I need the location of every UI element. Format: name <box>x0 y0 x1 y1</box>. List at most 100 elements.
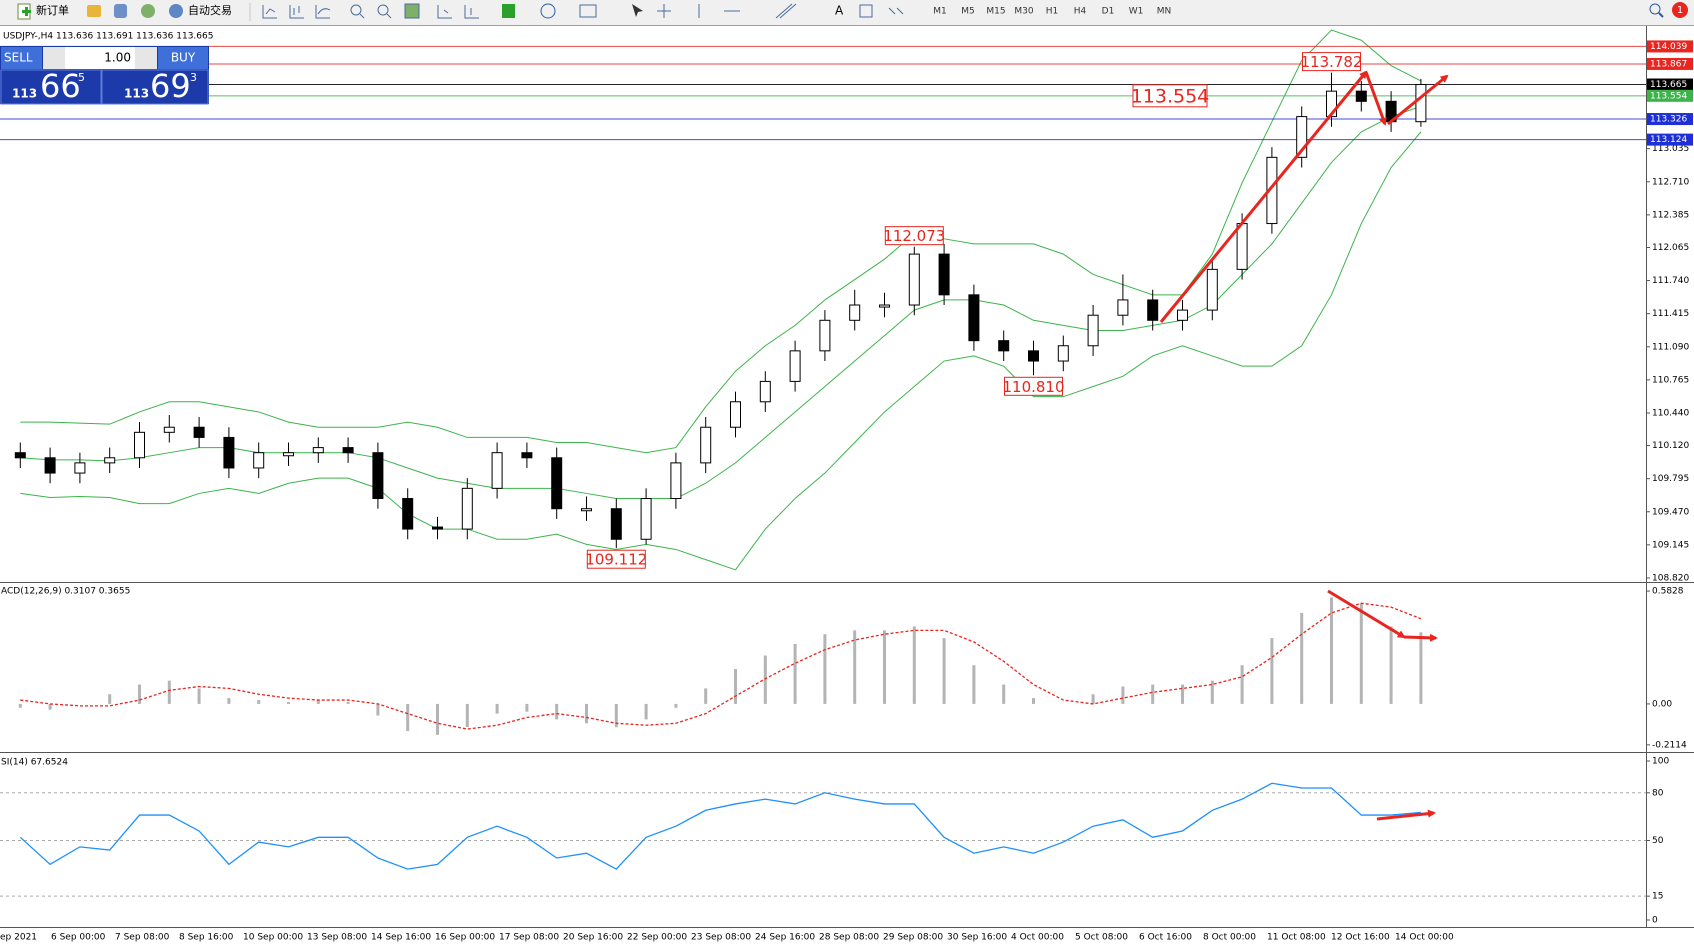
icon[interactable] <box>87 5 101 17</box>
x-tick-label: 12 Oct 16:00 <box>1331 933 1390 943</box>
histogram-bar <box>346 701 350 704</box>
y-tick-label: 0 <box>1652 916 1658 926</box>
histogram-bar <box>48 703 52 710</box>
candle-body <box>1236 223 1248 270</box>
button-label: 自动交易 <box>188 3 232 17</box>
candle-body <box>610 508 622 540</box>
histogram-bar <box>465 703 469 728</box>
histogram-bar <box>1210 680 1214 704</box>
y-tick-label: 109.145 <box>1652 540 1689 550</box>
arrow <box>1159 70 1368 323</box>
sell-label: SELL <box>4 51 33 65</box>
x-tick-label: 29 Sep 08:00 <box>883 933 943 943</box>
price-main: 66 <box>40 67 81 105</box>
y-tick-label: 0.00 <box>1652 699 1672 709</box>
x-tick-label: 8 Oct 00:00 <box>1203 933 1256 943</box>
candle-body <box>938 253 950 296</box>
notification-badge[interactable] <box>1672 2 1688 18</box>
lot-down[interactable] <box>43 47 65 69</box>
lot-value: 1.00 <box>104 51 131 65</box>
histogram-bar <box>912 626 916 704</box>
histogram-bar <box>1240 665 1244 704</box>
y-tick-label: 111.740 <box>1652 276 1689 286</box>
histogram-bar <box>853 630 857 704</box>
signal-line <box>20 602 1422 730</box>
annotation-box <box>1132 84 1208 108</box>
candle-body <box>849 304 861 321</box>
candle-body <box>253 452 265 469</box>
y-tick-label: 112.710 <box>1652 177 1689 187</box>
price-level-tag <box>1647 78 1693 91</box>
icon[interactable] <box>141 4 155 18</box>
annotation-box <box>1302 52 1361 72</box>
timeframe-button[interactable]: H4 <box>1074 7 1087 17</box>
timeframe-button[interactable]: D1 <box>1102 7 1115 17</box>
timeframe-button[interactable]: M1 <box>933 7 947 17</box>
trend-arrows <box>1159 70 1449 821</box>
candle-body <box>372 452 384 500</box>
y-tick-label: 110.440 <box>1652 408 1689 418</box>
x-tick-label: 10 Sep 00:00 <box>243 933 303 943</box>
y-tick-label: 100 <box>1652 757 1669 767</box>
x-tick-label: 6 Oct 16:00 <box>1139 933 1192 943</box>
x-tick-label: 13 Sep 08:00 <box>307 933 367 943</box>
candle-body <box>14 452 26 459</box>
y-tick-label: 111.415 <box>1652 309 1689 319</box>
price-big: 113 <box>12 87 37 101</box>
histogram-bar <box>704 688 708 704</box>
annotation-label: 109.112 <box>585 551 647 569</box>
histogram-bar <box>287 701 290 704</box>
candle-body <box>461 487 473 530</box>
y-tick-label: 109.795 <box>1652 474 1689 484</box>
sell-button[interactable] <box>1 47 42 69</box>
x-tick-label: 6 Sep 00:00 <box>51 933 106 943</box>
timeframe-button[interactable]: W1 <box>1129 7 1144 17</box>
histogram-bar <box>644 703 648 720</box>
price-level-label: 113.867 <box>1650 59 1687 69</box>
timeframe-button[interactable]: MN <box>1157 7 1172 17</box>
sell-price-box[interactable] <box>0 69 102 105</box>
candle-body <box>1147 299 1159 321</box>
histogram-bar <box>883 630 886 704</box>
annotation-label: 110.810 <box>1002 378 1064 396</box>
new-order-button[interactable]: 新订单 <box>17 3 69 20</box>
x-tick-label: 20 Sep 16:00 <box>563 933 623 943</box>
button-label: 新订单 <box>36 3 69 17</box>
x-tick-label: 11 Oct 08:00 <box>1267 933 1326 943</box>
lot-up[interactable] <box>135 47 157 69</box>
buy-button[interactable] <box>158 47 208 69</box>
toolbar-icons: A <box>249 3 904 21</box>
y-tick-label: -0.2114 <box>1652 740 1687 750</box>
candle-body <box>163 426 175 433</box>
x-tick-label: ep 2021 <box>0 933 37 943</box>
y-tick-label: 110.120 <box>1652 441 1689 451</box>
timeframe-button[interactable]: M15 <box>986 7 1005 17</box>
histogram-bar <box>108 694 112 704</box>
buy-price-box[interactable] <box>101 69 209 105</box>
timeframe-button[interactable]: M30 <box>1014 7 1033 17</box>
histogram-bar <box>555 703 559 720</box>
histogram-bar <box>227 698 231 704</box>
x-tick-label: 14 Sep 16:00 <box>371 933 431 943</box>
arrow <box>1376 809 1436 821</box>
price-small: 3 <box>190 71 197 84</box>
annotation-label: 113.782 <box>1300 53 1362 71</box>
y-tick-label: 109.470 <box>1652 507 1689 517</box>
histogram-bar <box>525 703 529 712</box>
histogram-bar <box>972 665 976 704</box>
icon[interactable] <box>114 4 127 18</box>
candle-body <box>491 452 503 489</box>
timeframe-button[interactable]: M5 <box>961 7 975 17</box>
histogram-bar <box>1151 684 1155 704</box>
timeframe-button[interactable]: H1 <box>1046 7 1059 17</box>
x-tick-label: 5 Oct 08:00 <box>1075 933 1128 943</box>
auto-trading-button[interactable]: 自动交易 <box>169 3 232 18</box>
candle-body <box>908 253 920 306</box>
notification-count: 1 <box>1677 5 1683 16</box>
candle-body <box>521 452 533 459</box>
lot-input[interactable] <box>65 47 135 69</box>
candle-body <box>670 462 682 500</box>
histogram-bar <box>1091 694 1095 704</box>
price-level-tag <box>1647 133 1693 146</box>
price-level-tag <box>1647 89 1693 102</box>
